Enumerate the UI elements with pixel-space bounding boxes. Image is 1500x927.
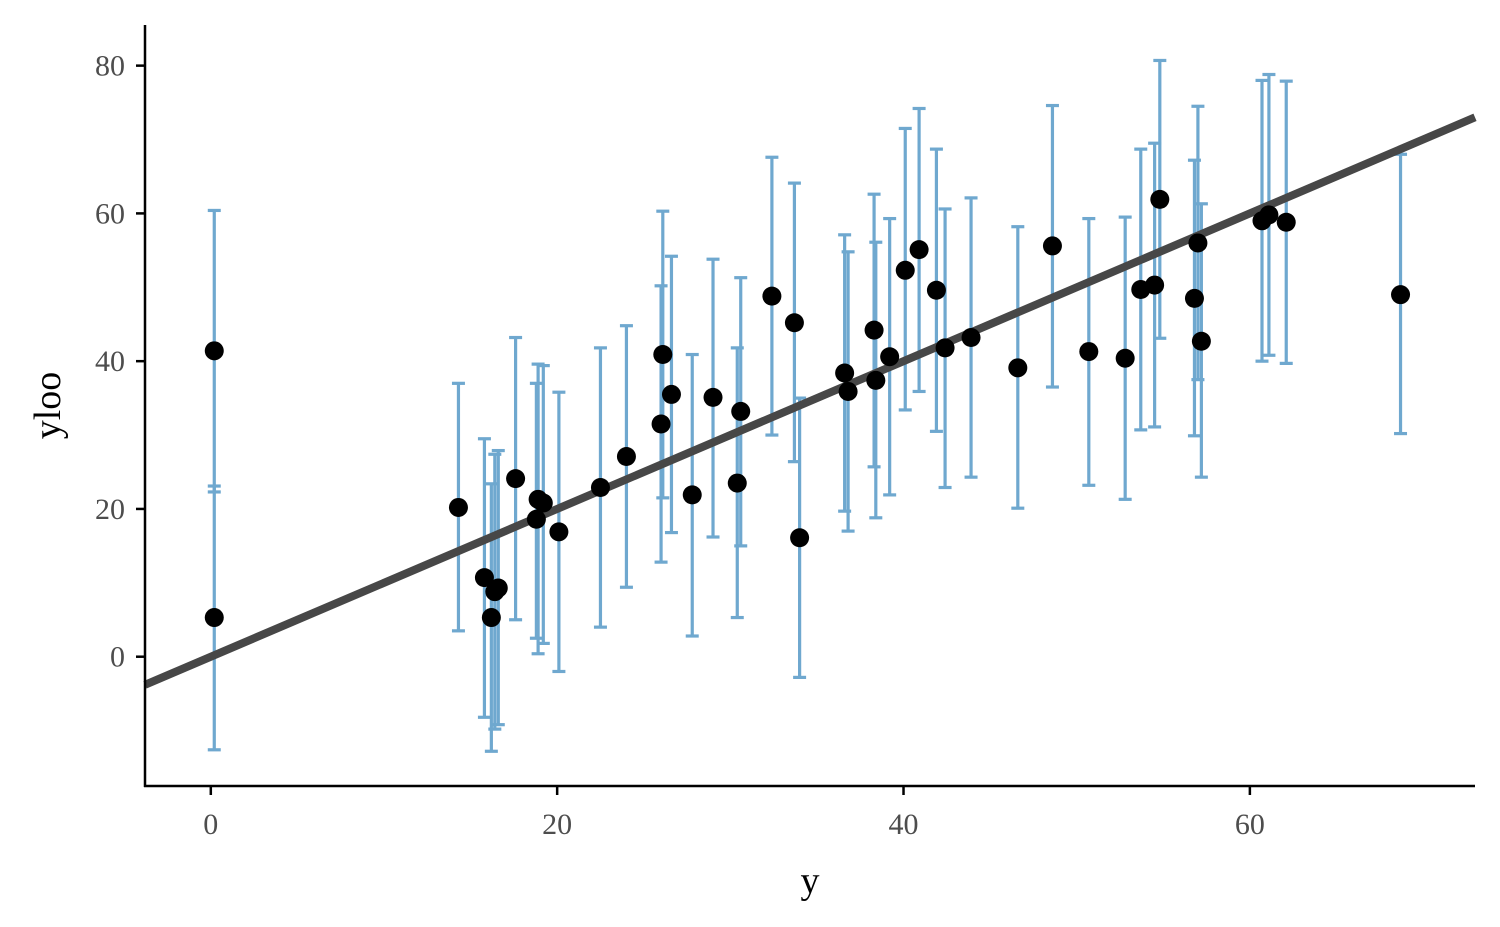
data-point — [1145, 275, 1165, 295]
data-point — [838, 381, 858, 401]
data-point — [653, 345, 673, 365]
data-point — [731, 401, 751, 421]
data-point — [1391, 285, 1411, 305]
data-point — [590, 478, 610, 498]
data-point — [481, 608, 501, 628]
data-point — [784, 313, 804, 333]
y-tick-label: 0 — [110, 641, 125, 674]
data-point — [835, 363, 855, 383]
reference-line — [143, 113, 1477, 689]
data-point — [1115, 348, 1135, 368]
x-tick-label: 40 — [889, 808, 919, 841]
data-point — [880, 347, 900, 367]
data-point — [1150, 189, 1170, 209]
data-point — [790, 528, 810, 548]
y-axis-title: yloo — [27, 372, 69, 440]
data-point — [533, 493, 553, 513]
data-point — [926, 280, 946, 300]
data-point — [1184, 288, 1204, 308]
data-point — [703, 387, 723, 407]
y-tick-label: 20 — [95, 493, 125, 526]
data-point — [204, 341, 224, 361]
data-point — [864, 320, 884, 340]
y-tick-label: 40 — [95, 345, 125, 378]
data-point — [204, 608, 224, 628]
x-tick-label: 20 — [542, 808, 572, 841]
y-tick-label: 60 — [95, 197, 125, 230]
data-point — [935, 338, 955, 358]
data-point — [961, 328, 981, 348]
y-axis-ticks: 0 20 40 60 80 — [95, 50, 145, 674]
x-axis-title: y — [801, 860, 820, 902]
data-point — [762, 286, 782, 306]
data-point — [909, 240, 929, 260]
x-tick-label: 60 — [1235, 808, 1265, 841]
x-tick-label: 0 — [203, 808, 218, 841]
data-point — [1191, 331, 1211, 351]
data-point — [895, 260, 915, 280]
data-points — [204, 189, 1411, 628]
data-point — [1259, 205, 1279, 225]
y-tick-label: 80 — [95, 50, 125, 83]
data-point — [448, 497, 468, 517]
data-point — [526, 509, 546, 529]
data-point — [1008, 358, 1028, 378]
data-point — [682, 485, 702, 505]
data-point — [506, 469, 526, 489]
data-point — [1276, 212, 1296, 232]
data-point — [616, 446, 636, 466]
data-point — [1079, 342, 1099, 362]
data-point — [474, 568, 494, 588]
data-point — [1188, 233, 1208, 253]
data-point — [1042, 236, 1062, 256]
data-point — [488, 578, 508, 598]
data-point — [866, 370, 886, 390]
x-axis-ticks: 0 20 40 60 — [203, 786, 1265, 841]
data-point — [651, 414, 671, 434]
data-point — [727, 473, 747, 493]
data-point — [549, 522, 569, 542]
data-point — [661, 384, 681, 404]
